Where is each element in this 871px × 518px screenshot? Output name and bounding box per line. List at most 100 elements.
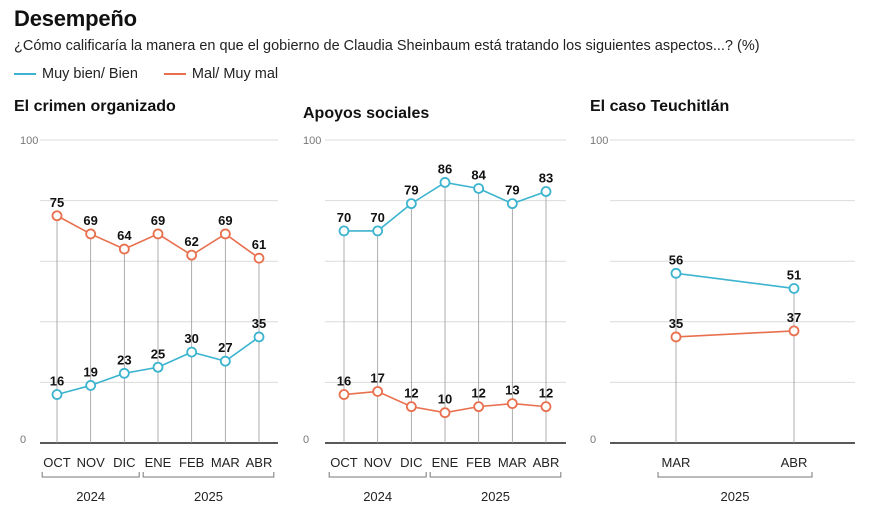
x-tick-label: MAR: [211, 455, 240, 470]
data-point: [439, 407, 451, 419]
data-point: [152, 228, 164, 240]
data-point: [670, 267, 682, 279]
data-point: [405, 401, 417, 413]
data-label: 12: [404, 386, 418, 401]
chart-title: Desempeño: [14, 6, 137, 31]
x-tick-label: ABR: [781, 455, 808, 470]
year-label: 2025: [194, 489, 223, 504]
data-point: [405, 198, 417, 210]
data-point: [372, 225, 384, 237]
year-bracket: [142, 472, 275, 478]
data-point: [338, 225, 350, 237]
data-point: [51, 210, 63, 222]
data-point: [372, 386, 384, 397]
data-label: 27: [218, 340, 232, 355]
x-tick-label: FEB: [466, 455, 491, 470]
y-tick-label: 100: [20, 135, 38, 147]
year-label: 2025: [481, 489, 510, 504]
chart-panel-3: El caso Teuchitlán 0 100 56 51 35 37 MAR ABR 2025: [590, 98, 855, 504]
x-tick-label: FEB: [179, 455, 204, 470]
year-label: 2024: [76, 489, 105, 504]
legend: Muy bien/ Bien Mal/ Muy mal: [14, 66, 304, 82]
series-line-1: [675, 272, 795, 290]
data-label: 17: [370, 370, 384, 385]
legend-swatch-favorable: [14, 73, 36, 75]
data-label: 35: [252, 316, 266, 331]
data-point: [506, 198, 518, 210]
data-label: 25: [151, 346, 165, 361]
legend-item-favorable: Muy bien/ Bien: [14, 66, 138, 82]
x-tick-label: OCT: [43, 455, 71, 470]
data-label: 75: [50, 195, 64, 210]
x-tick-label: DIC: [113, 455, 135, 470]
legend-item-unfavorable: Mal/ Muy mal: [163, 66, 279, 82]
data-point: [118, 243, 130, 255]
data-label: 64: [117, 228, 132, 243]
legend-swatch-unfavorable: [163, 73, 186, 75]
data-label: 23: [117, 352, 131, 367]
data-label: 79: [404, 183, 418, 198]
data-label: 12: [539, 386, 553, 401]
data-point: [253, 331, 265, 343]
data-label: 69: [218, 213, 232, 228]
data-point: [439, 177, 451, 188]
series-line-2: [675, 330, 795, 338]
data-label: 56: [669, 252, 683, 267]
x-tick-label: ENE: [432, 455, 459, 470]
year-bracket: [41, 472, 140, 478]
y-tick-label: 100: [303, 135, 321, 147]
data-point: [219, 355, 231, 367]
x-tick-label: MAR: [498, 455, 527, 470]
chart-panel-2: Apoyos sociales 0 100 70 70 79 86 84 79 83 16 17 12 1…: [303, 105, 566, 504]
year-bracket: [429, 472, 562, 478]
data-label: 13: [505, 383, 519, 398]
data-point: [473, 401, 485, 413]
data-label: 10: [438, 392, 452, 407]
x-tick-label: OCT: [330, 455, 358, 470]
data-point: [788, 325, 800, 337]
data-label: 51: [787, 267, 801, 282]
data-label: 35: [669, 316, 683, 331]
x-tick-label: MAR: [662, 455, 691, 470]
data-point: [253, 252, 265, 264]
data-point: [540, 186, 552, 197]
data-label: 83: [539, 171, 553, 186]
data-point: [670, 331, 682, 343]
data-label: 12: [471, 386, 485, 401]
data-label: 86: [438, 161, 452, 176]
data-label: 70: [370, 210, 384, 225]
data-point: [788, 283, 800, 294]
data-label: 30: [184, 331, 198, 346]
y-tick-label: 0: [590, 434, 596, 446]
legend-label-unfavorable: Mal/ Muy mal: [191, 66, 279, 82]
data-point: [473, 183, 485, 194]
data-label: 62: [184, 234, 198, 249]
data-point: [540, 401, 552, 413]
data-point: [506, 398, 518, 410]
data-label: 16: [50, 374, 64, 389]
y-tick-label: 0: [20, 434, 26, 446]
year-bracket: [657, 472, 813, 478]
data-label: 69: [83, 213, 97, 228]
data-label: 70: [337, 210, 351, 225]
data-point: [85, 228, 97, 240]
y-tick-label: 100: [590, 135, 608, 147]
data-point: [118, 367, 130, 379]
data-point: [51, 389, 63, 400]
panel-title: Apoyos sociales: [303, 105, 429, 122]
data-label: 19: [83, 364, 97, 379]
chart-panel-1: El crimen organizado 0 100 16 19 23 25 30 27 35 75…: [14, 98, 278, 504]
data-point: [186, 249, 198, 261]
data-label: 37: [787, 310, 801, 325]
data-point: [338, 389, 350, 400]
panel-title: El crimen organizado: [14, 98, 176, 115]
legend-label-favorable: Muy bien/ Bien: [42, 66, 138, 82]
data-point: [219, 228, 231, 240]
data-point: [85, 380, 97, 391]
panel-title: El caso Teuchitlán: [590, 98, 729, 115]
x-tick-label: ABR: [246, 455, 273, 470]
data-label: 61: [252, 237, 266, 252]
x-tick-label: ENE: [145, 455, 172, 470]
year-bracket: [328, 472, 427, 478]
data-label: 79: [505, 183, 519, 198]
